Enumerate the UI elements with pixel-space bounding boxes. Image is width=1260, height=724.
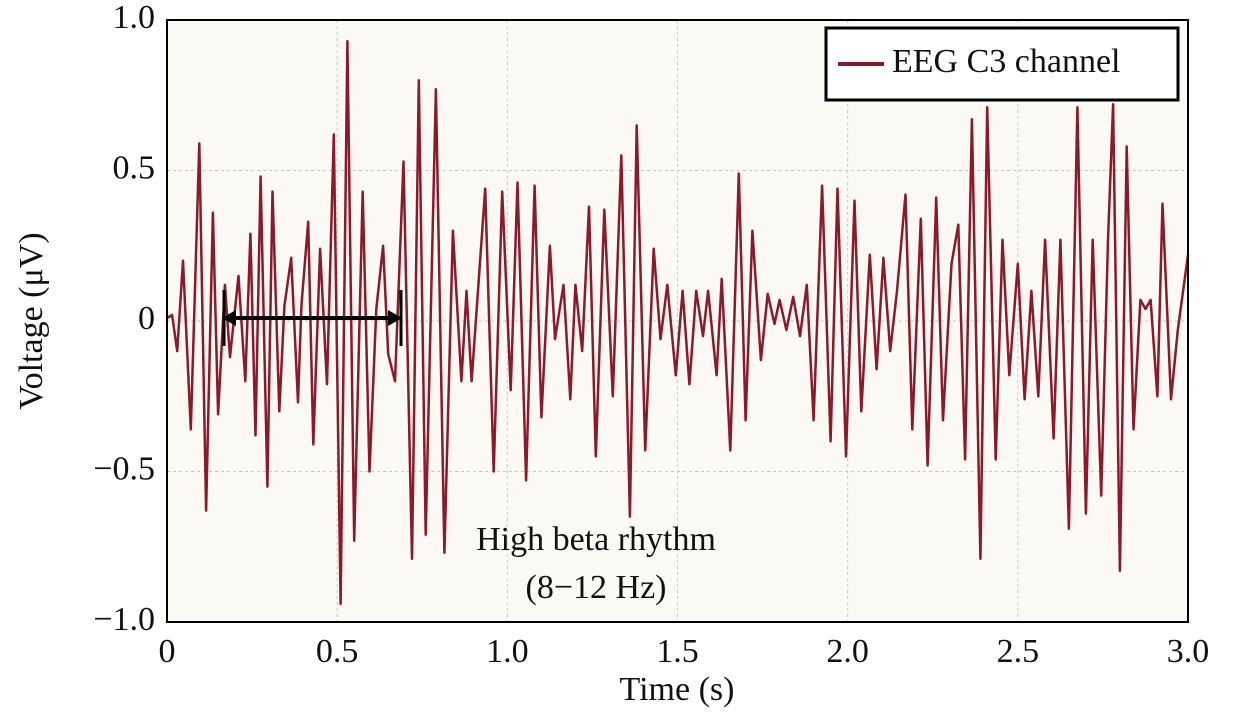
plot-frame xyxy=(166,19,1189,623)
x-tick-label: 0.5 xyxy=(316,633,359,670)
x-tick-label: 0 xyxy=(159,633,176,670)
x-axis-label: Time (s) xyxy=(620,671,735,708)
legend: EEG C3 channel xyxy=(824,26,1180,102)
x-tick-label: 1.0 xyxy=(486,633,529,670)
x-tick-label: 1.5 xyxy=(656,633,699,670)
x-tick-label: 2.5 xyxy=(997,633,1040,670)
x-tick-label: 2.0 xyxy=(826,633,869,670)
legend-box xyxy=(824,26,1180,102)
annotation: (8−12 Hz) xyxy=(526,569,667,606)
y-tick-label: 0 xyxy=(138,300,155,337)
y-tick-label: −0.5 xyxy=(93,450,155,487)
legend-label: EEG C3 channel xyxy=(892,43,1121,80)
y-tick-label: 0.5 xyxy=(113,149,156,186)
y-tick-label: −1.0 xyxy=(93,601,155,638)
lines xyxy=(166,39,1190,606)
annotation: High beta rhythm xyxy=(476,521,716,558)
data-line xyxy=(166,39,1190,606)
y-axis-label: Voltage (μV) xyxy=(13,232,50,409)
annotation-arrow xyxy=(222,290,403,346)
y-tick-label: 1.0 xyxy=(113,0,156,36)
x-tick-label: 3.0 xyxy=(1167,633,1210,670)
